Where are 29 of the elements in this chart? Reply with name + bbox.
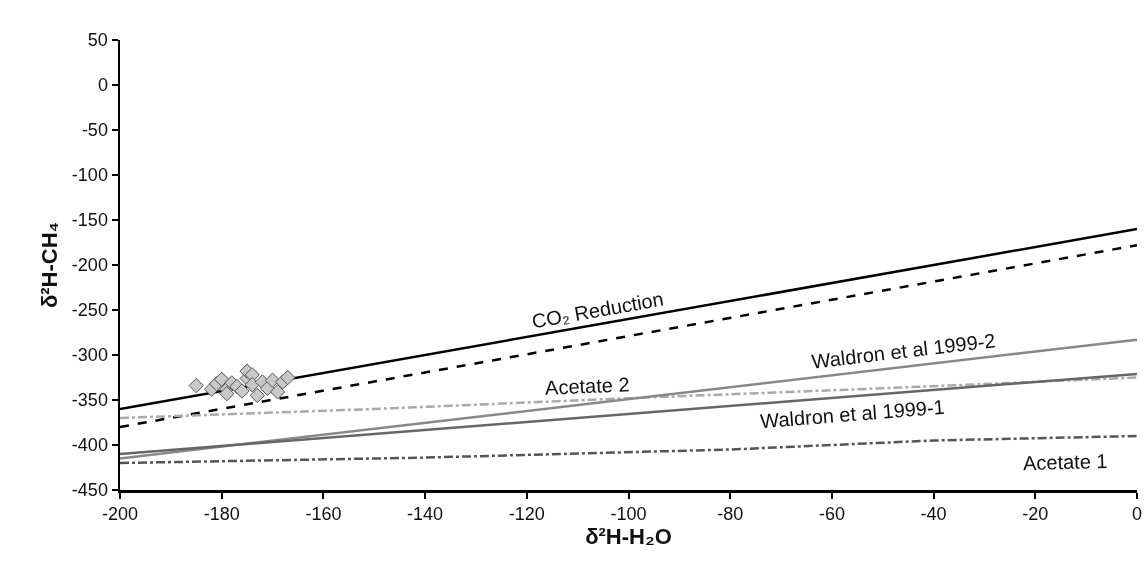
x-tick-label: -120 xyxy=(508,504,545,525)
x-tick-label: -40 xyxy=(920,504,947,525)
x-tick-label: -100 xyxy=(610,504,647,525)
y-tick-label: 50 xyxy=(87,30,108,51)
x-tick-label: -140 xyxy=(407,504,444,525)
y-tick-label: -50 xyxy=(81,120,108,141)
text: CO₂ Reduction xyxy=(530,287,666,333)
y-tick-label: -400 xyxy=(71,435,108,456)
y-tick-label: -150 xyxy=(71,210,108,231)
x-tick-label: -60 xyxy=(818,504,845,525)
series-label: Acetate 2 xyxy=(544,373,630,399)
y-axis-title: δ²H-CH₄ xyxy=(37,221,63,309)
y-tick-label: -200 xyxy=(71,255,108,276)
x-tick-label: 0 xyxy=(1131,504,1143,525)
y-tick-label: -350 xyxy=(71,390,108,411)
x-tick-label: -20 xyxy=(1022,504,1049,525)
y-tick-label: -100 xyxy=(71,165,108,186)
x-axis-title: δ²H-H₂O xyxy=(585,524,672,550)
x-tick-label: -200 xyxy=(101,504,139,525)
y-tick-label: -250 xyxy=(71,300,108,321)
y-tick-label: -450 xyxy=(71,480,108,501)
x-tick-label: -180 xyxy=(203,504,240,525)
y-tick-label: 0 xyxy=(97,75,108,96)
y-tick-label: -300 xyxy=(71,345,108,366)
x-tick-label: -80 xyxy=(717,504,744,525)
x-tick-label: -160 xyxy=(305,504,342,525)
series-label: Acetate 1 xyxy=(1022,449,1108,475)
text: Waldron et al 1999-2 xyxy=(810,329,997,373)
series-label: Waldron et al 1999-1 xyxy=(759,395,946,433)
